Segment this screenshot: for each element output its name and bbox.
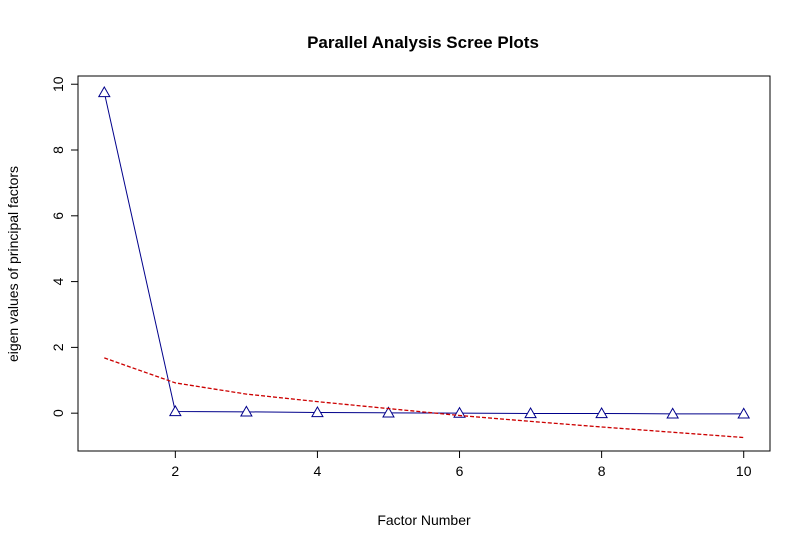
x-tick-label: 8 — [598, 463, 606, 479]
x-tick-label: 4 — [314, 463, 322, 479]
x-axis-label: Factor Number — [377, 512, 471, 528]
x-tick-label: 6 — [456, 463, 464, 479]
triangle-point-marker — [453, 406, 466, 418]
y-tick-label: 2 — [50, 343, 66, 351]
y-tick-label: 8 — [50, 146, 66, 154]
y-axis: 0 2 4 6 8 10 — [50, 76, 79, 417]
y-tick-label: 0 — [50, 409, 66, 417]
y-tick-label: 6 — [50, 212, 66, 220]
simulated-eigenvalues-line — [104, 357, 744, 439]
triangle-point-marker — [595, 406, 608, 419]
y-tick-label: 4 — [50, 277, 66, 285]
triangle-point-marker — [666, 407, 680, 419]
chart-title: Parallel Analysis Scree Plots — [307, 33, 539, 52]
triangle-point-marker — [97, 85, 111, 98]
y-tick-label: 10 — [50, 76, 66, 92]
actual-eigenvalues-line — [103, 92, 744, 415]
x-axis: 2 4 6 8 10 — [171, 450, 752, 479]
triangle-point-marker — [168, 405, 182, 417]
series-layer — [97, 85, 751, 439]
triangle-point-marker — [382, 406, 395, 418]
x-tick-label: 10 — [736, 463, 752, 479]
triangle-point-marker — [311, 406, 324, 418]
x-tick-label: 2 — [171, 463, 179, 479]
triangle-point-marker — [737, 407, 751, 419]
y-axis-label: eigen values of principal factors — [5, 166, 21, 362]
triangle-point-marker — [524, 406, 537, 419]
triangle-point-marker — [240, 405, 253, 417]
plot-frame — [77, 75, 771, 452]
